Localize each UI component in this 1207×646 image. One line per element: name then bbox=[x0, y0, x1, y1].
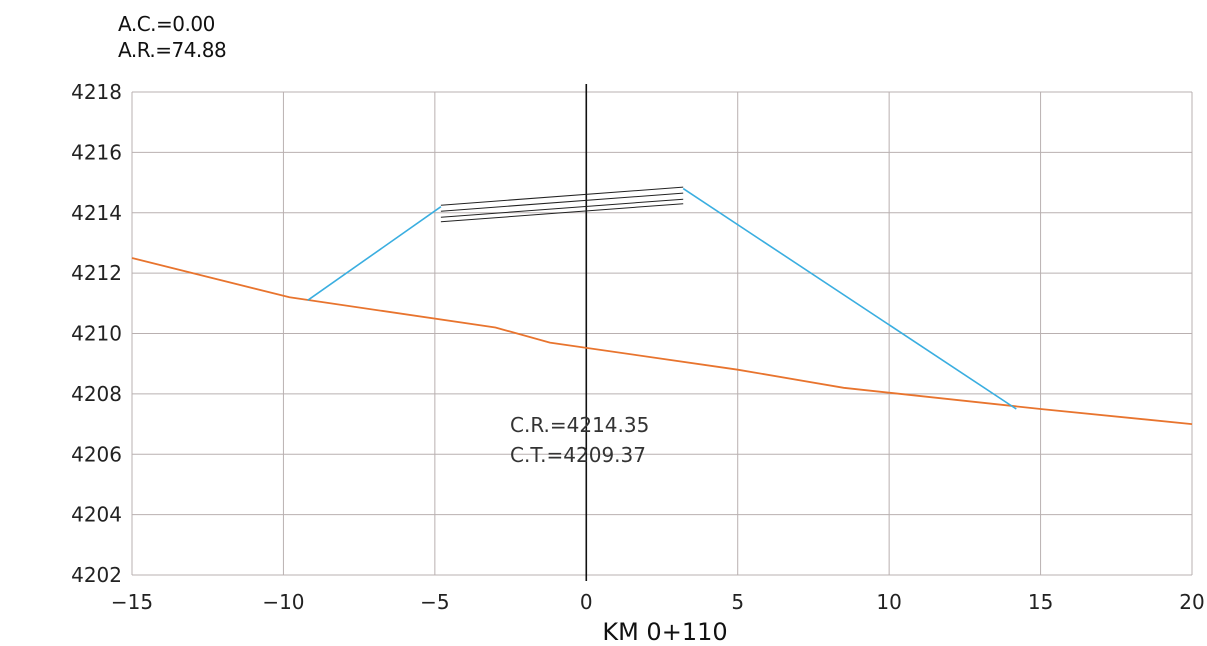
y-tick-label: 4208 bbox=[71, 382, 122, 406]
pavement-line bbox=[440, 186, 684, 206]
y-tick-label: 4212 bbox=[71, 261, 122, 285]
y-tick-label: 4204 bbox=[71, 503, 122, 527]
x-tick-label: 20 bbox=[1179, 590, 1204, 614]
terrain-line bbox=[131, 257, 1193, 425]
pavement-line bbox=[440, 192, 684, 212]
y-tick-label: 4202 bbox=[71, 563, 122, 587]
y-tick-label: 4214 bbox=[71, 201, 122, 225]
ticks: 4202 4204 4206 4208 4210 4212 4214 4216 4218 −15 −… bbox=[71, 80, 1205, 614]
grid bbox=[131, 84, 1193, 581]
ac-label: A.C.=0.00 bbox=[118, 12, 215, 36]
y-tick-label: 4206 bbox=[71, 442, 122, 466]
x-tick-label: −5 bbox=[420, 590, 449, 614]
pavement-line bbox=[440, 203, 684, 223]
pavement-line bbox=[440, 198, 684, 218]
y-tick-label: 4216 bbox=[71, 140, 122, 164]
x-tick-label: 10 bbox=[876, 590, 901, 614]
x-tick-label: 5 bbox=[731, 590, 744, 614]
x-tick-label: 0 bbox=[580, 590, 593, 614]
x-axis-title: KM 0+110 bbox=[602, 618, 727, 646]
ar-label: A.R.=74.88 bbox=[118, 38, 227, 62]
slope-left-line bbox=[307, 206, 442, 301]
x-tick-label: −15 bbox=[111, 590, 153, 614]
x-tick-label: −10 bbox=[262, 590, 304, 614]
y-tick-label: 4210 bbox=[71, 322, 122, 346]
series bbox=[131, 186, 1193, 425]
y-tick-label: 4218 bbox=[71, 80, 122, 104]
cr-annotation: C.R.=4214.35 bbox=[510, 413, 649, 437]
x-tick-label: 15 bbox=[1028, 590, 1053, 614]
ct-annotation: C.T.=4209.37 bbox=[510, 443, 646, 467]
slope-right-line bbox=[682, 187, 1017, 410]
